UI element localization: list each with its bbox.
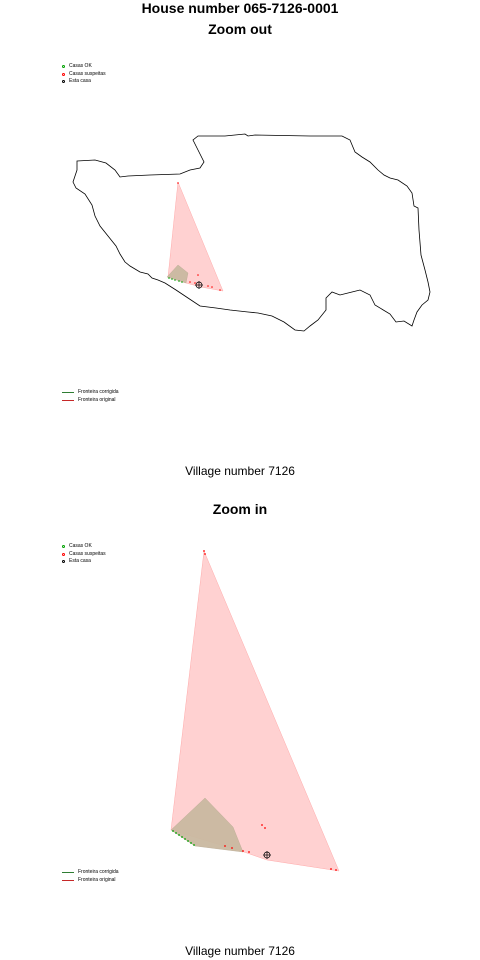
red-circle-icon <box>62 72 65 76</box>
village-boundary <box>72 133 431 332</box>
suspect-houses <box>203 550 337 871</box>
zoom-in-title: Zoom in <box>212 501 268 517</box>
green-circle-icon <box>62 65 65 69</box>
legend-item-ok: Casas OK <box>62 543 106 551</box>
legend-label: Fronteira corrigida <box>78 869 119 875</box>
legend-label: Esta casa <box>69 78 91 84</box>
original-boundary-polygon <box>167 181 224 292</box>
legend-label: Casas suspeitas <box>69 550 106 557</box>
legend-item-ok: Casas OK <box>62 63 106 71</box>
legend-label: Esta casa <box>69 558 91 564</box>
lines-legend-zoom-in: Fronteira corrigida Fronteira original <box>62 869 119 884</box>
legend-label: Fronteira corrigida <box>78 389 119 395</box>
legend-item-this-house: Esta casa <box>62 558 106 566</box>
green-line-icon <box>62 872 74 874</box>
legend-item-original: Fronteira original <box>62 877 119 885</box>
legend-label: Casas OK <box>69 63 92 69</box>
black-circle-icon <box>62 560 65 564</box>
ok-houses <box>172 830 195 846</box>
legend-item-this-house: Esta casa <box>62 78 106 86</box>
legend-item-suspect: Casas suspeitas <box>62 71 106 79</box>
green-line-icon <box>62 392 74 394</box>
original-boundary-polygon <box>170 550 340 872</box>
points-legend-zoom-in: Casas OK Casas suspeitas Esta casa <box>62 543 106 566</box>
suspect-houses <box>177 182 221 291</box>
zoom-out-map <box>72 133 431 332</box>
legend-label: Fronteira original <box>78 876 116 883</box>
legend-label: Fronteira original <box>78 396 116 403</box>
red-line-icon <box>62 879 74 881</box>
main-title: House number 065-7126-0001 <box>141 0 339 16</box>
ok-houses <box>168 277 183 283</box>
green-circle-icon <box>62 545 65 549</box>
black-circle-icon <box>62 80 65 84</box>
this-house-marker <box>195 281 203 289</box>
legend-label: Casas OK <box>69 543 92 549</box>
legend-item-corrected: Fronteira corrigida <box>62 389 119 397</box>
this-house-marker <box>263 851 271 859</box>
lines-legend-zoom-out: Fronteira corrigida Fronteira original <box>62 389 119 404</box>
zoom-in-map <box>170 550 340 872</box>
red-line-icon <box>62 399 74 401</box>
legend-item-suspect: Casas suspeitas <box>62 551 106 559</box>
zoom-out-caption: Village number 7126 <box>185 464 295 478</box>
zoom-in-caption: Village number 7126 <box>185 944 295 958</box>
legend-item-original: Fronteira original <box>62 397 119 405</box>
legend-item-corrected: Fronteira corrigida <box>62 869 119 877</box>
red-circle-icon <box>62 552 65 556</box>
legend-label: Casas suspeitas <box>69 70 106 77</box>
zoom-out-title: Zoom out <box>208 21 272 37</box>
points-legend-zoom-out: Casas OK Casas suspeitas Esta casa <box>62 63 106 86</box>
